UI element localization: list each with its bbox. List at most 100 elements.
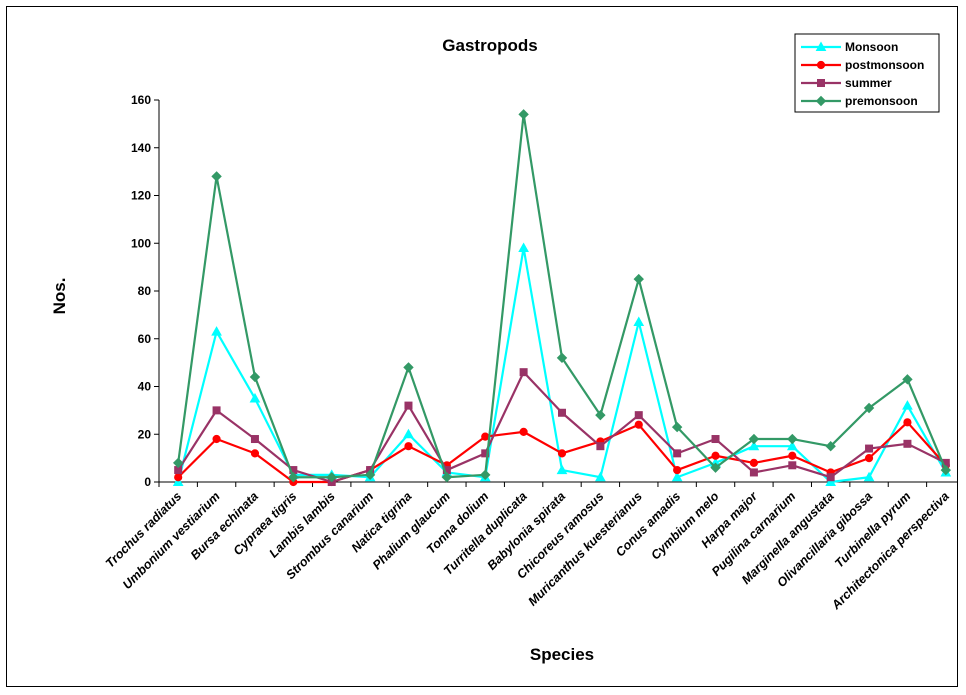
data-point-summer	[596, 442, 605, 451]
data-point-premonsoon	[710, 462, 721, 473]
data-point-summer	[865, 444, 874, 453]
data-point-summer	[250, 435, 259, 444]
legend-swatch-marker	[817, 79, 825, 87]
x-tick-label: Bursa echinata	[188, 489, 261, 562]
y-tick-label: 160	[131, 93, 151, 107]
data-point-premonsoon	[518, 109, 529, 120]
legend-swatch-marker	[815, 95, 827, 107]
data-point-monsoon	[211, 326, 222, 336]
data-point-premonsoon	[364, 469, 376, 481]
data-point-premonsoon	[748, 433, 760, 445]
data-point-premonsoon	[480, 469, 491, 481]
data-point-summer	[634, 411, 643, 420]
data-point-premonsoon	[787, 433, 798, 445]
legend-swatch-marker	[815, 41, 827, 51]
data-point-monsoon	[748, 440, 760, 451]
data-point-monsoon	[249, 392, 261, 403]
y-tick-label: 100	[131, 236, 151, 250]
data-point-postmonsoon	[634, 420, 643, 429]
data-point-premonsoon	[633, 273, 644, 285]
series-line-premonsoon	[177, 113, 947, 479]
y-tick-label: 0	[144, 475, 151, 489]
chart-frame: Gastropods Nos. Species 0 20 40 60 80 100 120 1…	[6, 6, 966, 687]
data-point-premonsoon	[940, 464, 952, 476]
series-monsoon	[172, 242, 952, 486]
legend-label: premonsoon	[845, 94, 918, 108]
data-point-premonsoon	[595, 409, 606, 421]
legend-item-premonsoon: premonsoon	[801, 94, 918, 108]
data-point-monsoon	[863, 471, 875, 482]
data-point-postmonsoon	[673, 465, 682, 475]
series-premonsoon	[172, 109, 952, 483]
data-point-premonsoon	[671, 421, 683, 433]
data-point-summer	[558, 408, 566, 417]
data-point-summer	[404, 401, 413, 410]
data-point-monsoon	[671, 471, 683, 482]
data-point-monsoon	[403, 428, 414, 439]
data-point-summer	[519, 368, 528, 377]
data-point-postmonsoon	[404, 442, 413, 451]
y-tick-label: 120	[131, 189, 151, 203]
data-point-postmonsoon	[903, 418, 912, 427]
legend-label: summer	[845, 76, 892, 90]
legend-label: postmonsoon	[845, 58, 924, 72]
data-point-premonsoon	[249, 371, 261, 383]
data-point-premonsoon	[172, 457, 184, 469]
data-point-postmonsoon	[864, 454, 874, 463]
legend: Monsoon postmonsoon summer premonsoon	[794, 33, 940, 113]
y-axis-title: Nos.	[50, 278, 69, 315]
legend-item-postmonsoon: postmonsoon	[801, 58, 924, 72]
data-point-postmonsoon	[174, 473, 183, 482]
line-chart: Gastropods Nos. Species 0 20 40 60 80 100 120 1…	[50, 33, 966, 664]
data-point-summer	[788, 461, 797, 470]
data-point-postmonsoon	[557, 449, 567, 458]
data-point-monsoon	[633, 316, 645, 327]
data-point-postmonsoon	[212, 434, 221, 444]
series-layer	[172, 109, 952, 487]
data-point-postmonsoon	[749, 458, 759, 467]
data-point-postmonsoon	[481, 432, 490, 441]
data-point-premonsoon	[403, 362, 414, 373]
data-point-premonsoon	[441, 472, 453, 483]
data-point-postmonsoon	[788, 451, 797, 460]
data-point-premonsoon	[825, 440, 836, 452]
series-summer	[174, 368, 950, 486]
data-point-postmonsoon	[250, 449, 260, 458]
data-point-monsoon	[518, 242, 529, 253]
data-point-summer	[826, 473, 835, 482]
data-point-premonsoon	[902, 374, 913, 385]
data-point-summer	[212, 406, 221, 415]
data-point-premonsoon	[211, 171, 222, 182]
chart-title: Gastropods	[442, 36, 537, 55]
legend-label: Monsoon	[845, 40, 898, 54]
y-tick-label: 40	[138, 380, 152, 394]
y-tick-label: 60	[138, 332, 152, 346]
data-point-summer	[673, 449, 682, 458]
y-axis-ticks: 0 20 40 60 80 100 120 140 160	[131, 93, 159, 489]
data-point-postmonsoon	[519, 427, 528, 436]
x-axis-title: Species	[530, 645, 594, 664]
x-tick-label: Cymbium melo	[648, 489, 722, 563]
data-point-monsoon	[172, 476, 184, 486]
data-point-monsoon	[825, 476, 837, 486]
data-point-monsoon	[556, 464, 568, 475]
legend-swatch-marker	[816, 60, 826, 70]
data-point-summer	[481, 449, 490, 458]
y-tick-label: 80	[138, 284, 152, 298]
data-point-summer	[749, 468, 758, 477]
data-point-premonsoon	[288, 472, 299, 483]
data-point-premonsoon	[556, 352, 568, 364]
data-point-monsoon	[595, 471, 606, 482]
data-point-premonsoon	[326, 472, 337, 483]
legend-item-summer: summer	[801, 76, 892, 90]
data-point-postmonsoon	[711, 451, 720, 460]
data-point-summer	[711, 435, 720, 444]
data-point-monsoon	[786, 440, 798, 451]
legend-item-monsoon: Monsoon	[801, 40, 898, 54]
y-tick-label: 140	[131, 141, 151, 155]
data-point-summer	[903, 439, 912, 448]
data-point-premonsoon	[863, 402, 875, 414]
y-tick-label: 20	[138, 427, 152, 441]
data-point-monsoon	[902, 400, 913, 410]
